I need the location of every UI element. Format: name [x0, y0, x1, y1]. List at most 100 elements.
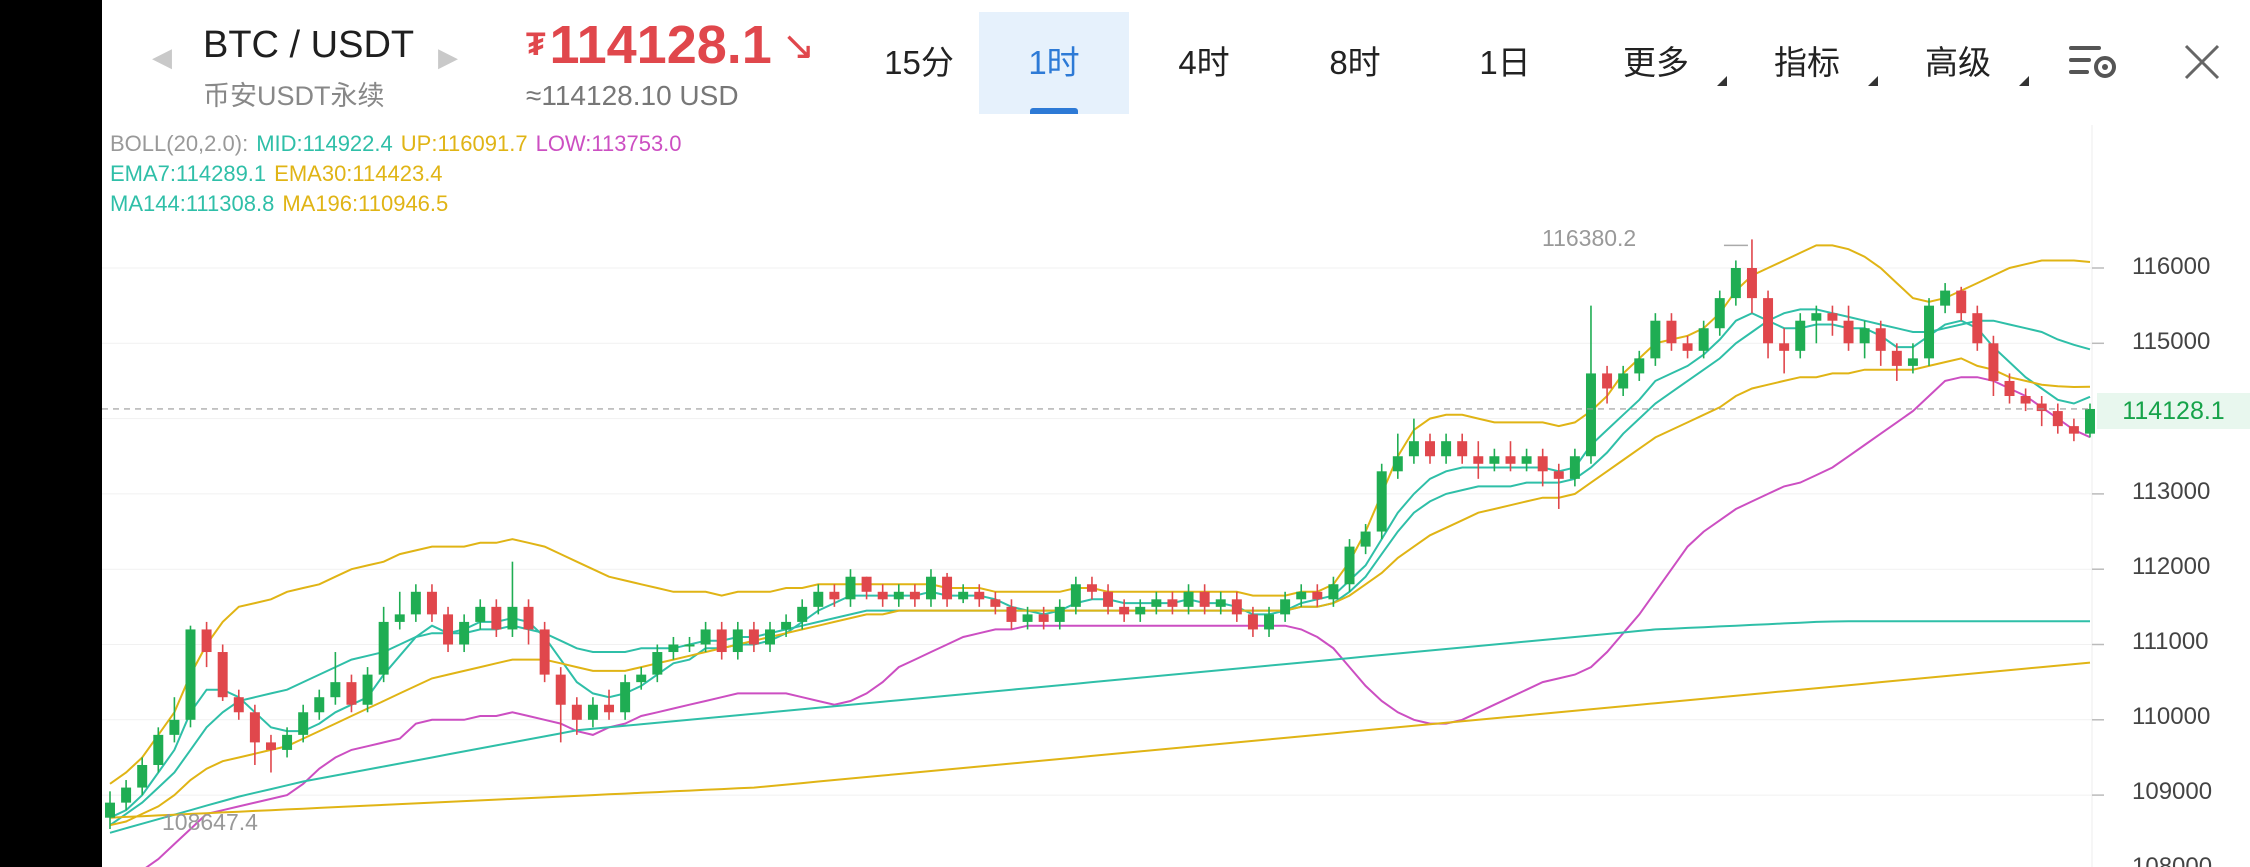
candle-body	[813, 591, 824, 607]
candle-body	[362, 674, 373, 705]
y-tick: 116000	[2132, 253, 2211, 280]
candle-body	[169, 719, 180, 735]
candle-body	[1988, 343, 1999, 381]
candle-body	[1151, 599, 1162, 607]
candle-body	[1103, 591, 1114, 607]
y-tick: 110000	[2132, 703, 2211, 730]
candle-body	[765, 629, 775, 645]
candle-body	[748, 629, 759, 645]
candle-body	[1231, 599, 1242, 615]
candle-body	[684, 644, 695, 647]
candle-body	[555, 674, 566, 705]
candle-body	[1698, 328, 1709, 351]
candle-body	[732, 629, 743, 653]
candle-body	[153, 734, 164, 765]
series-line	[145, 376, 2091, 867]
candle-body	[1940, 290, 1951, 306]
candle-body	[587, 704, 598, 720]
candlestick-chart[interactable]: BOLL(20,2.0): MID:114922.4 UP:116091.7 LOW:…	[102, 125, 2250, 867]
candle-body	[1875, 328, 1886, 351]
candle-body	[1763, 298, 1774, 344]
tab-label: 高级	[1925, 44, 1991, 81]
ema7-value: EMA7:114289.1	[110, 161, 267, 186]
candle-body	[620, 682, 631, 713]
candle-body	[877, 591, 888, 600]
candle-body	[475, 606, 486, 622]
series-line	[109, 620, 2090, 834]
candle-body	[346, 682, 357, 705]
candle-body	[909, 591, 920, 600]
candle-body	[1972, 313, 1983, 344]
candle-body	[636, 674, 647, 683]
next-symbol-arrow-icon[interactable]: ▶	[438, 42, 458, 72]
tab-15m[interactable]: 15分	[844, 12, 994, 114]
ema-legend: EMA7:114289.1 EMA30:114423.4	[110, 161, 451, 187]
candle-body	[1891, 350, 1902, 366]
candle-body	[217, 652, 228, 698]
candle-body	[1425, 441, 1435, 457]
candle-body	[1666, 320, 1677, 344]
series-line	[109, 308, 2091, 827]
tab-1d[interactable]: 1日	[1430, 12, 1580, 114]
candle-body	[845, 576, 856, 600]
last-price: ₮114128.1 ↘	[526, 14, 815, 76]
candle-body	[1779, 343, 1790, 351]
candle-body	[1006, 606, 1017, 622]
ma-legend: MA144:111308.8 MA196:110946.5	[110, 191, 456, 217]
tab-more[interactable]: 更多	[1581, 12, 1731, 114]
y-tick: 115000	[2132, 328, 2211, 355]
boll-low: LOW:113753.0	[535, 131, 682, 156]
candle-body	[1296, 591, 1307, 600]
candle-body	[249, 712, 260, 743]
series-line	[109, 244, 2091, 785]
tab-label: 更多	[1623, 44, 1689, 81]
candle-body	[1344, 546, 1355, 585]
candle-body	[829, 591, 840, 600]
candle-body	[1086, 584, 1097, 592]
prev-symbol-arrow-icon[interactable]: ◀	[152, 42, 172, 72]
candle-body	[958, 591, 969, 600]
y-tick: 108000	[2132, 853, 2213, 867]
candle-body	[652, 652, 663, 675]
candle-body	[1038, 614, 1049, 622]
candle-body	[1489, 456, 1500, 464]
candle-body	[137, 764, 148, 788]
candle-body	[330, 682, 341, 698]
candle-body	[539, 629, 550, 675]
symbol-pair[interactable]: BTC / USDT	[203, 24, 415, 66]
tab-advanced[interactable]: 高级	[1883, 12, 2033, 114]
candle-body	[185, 629, 196, 720]
candle-body	[1634, 358, 1645, 374]
y-tick: 113000	[2132, 478, 2211, 505]
tab-4h[interactable]: 4时	[1129, 12, 1279, 114]
candle-body	[426, 591, 437, 615]
candle-body	[571, 704, 582, 720]
candle-body	[1795, 320, 1806, 351]
trading-app: ◀ BTC / USDT 币安USDT永续 ▶ ₮114128.1 ↘ ≈1141…	[102, 0, 2250, 867]
tab-8h[interactable]: 8时	[1280, 12, 1430, 114]
tab-1h[interactable]: 1时	[979, 12, 1129, 114]
chart-settings-icon[interactable]	[2067, 40, 2119, 84]
candle-body	[1907, 358, 1918, 366]
close-icon[interactable]	[2182, 42, 2222, 82]
candle-body	[298, 712, 309, 735]
y-tick: 112000	[2132, 553, 2211, 580]
candle-body	[394, 614, 405, 622]
boll-legend: BOLL(20,2.0): MID:114922.4 UP:116091.7 LOW:…	[110, 131, 690, 157]
candle-body	[1264, 614, 1275, 630]
candle-body	[1473, 456, 1484, 464]
boll-up: UP:116091.7	[400, 131, 528, 156]
candle-body	[1602, 373, 1613, 389]
candle-body	[1714, 298, 1725, 329]
candle-body	[1408, 441, 1419, 457]
series-line	[109, 357, 2091, 827]
tab-label: 1日	[1479, 44, 1531, 81]
candle-body	[1746, 268, 1757, 299]
tab-indicators[interactable]: 指标	[1732, 12, 1882, 114]
dropdown-caret-icon	[1868, 76, 1878, 86]
approx-usd-price: ≈114128.10 USD	[526, 80, 739, 111]
active-tab-indicator	[1030, 108, 1078, 114]
candle-body	[1843, 320, 1854, 344]
candle-body	[523, 606, 534, 630]
candle-body	[1521, 456, 1532, 464]
